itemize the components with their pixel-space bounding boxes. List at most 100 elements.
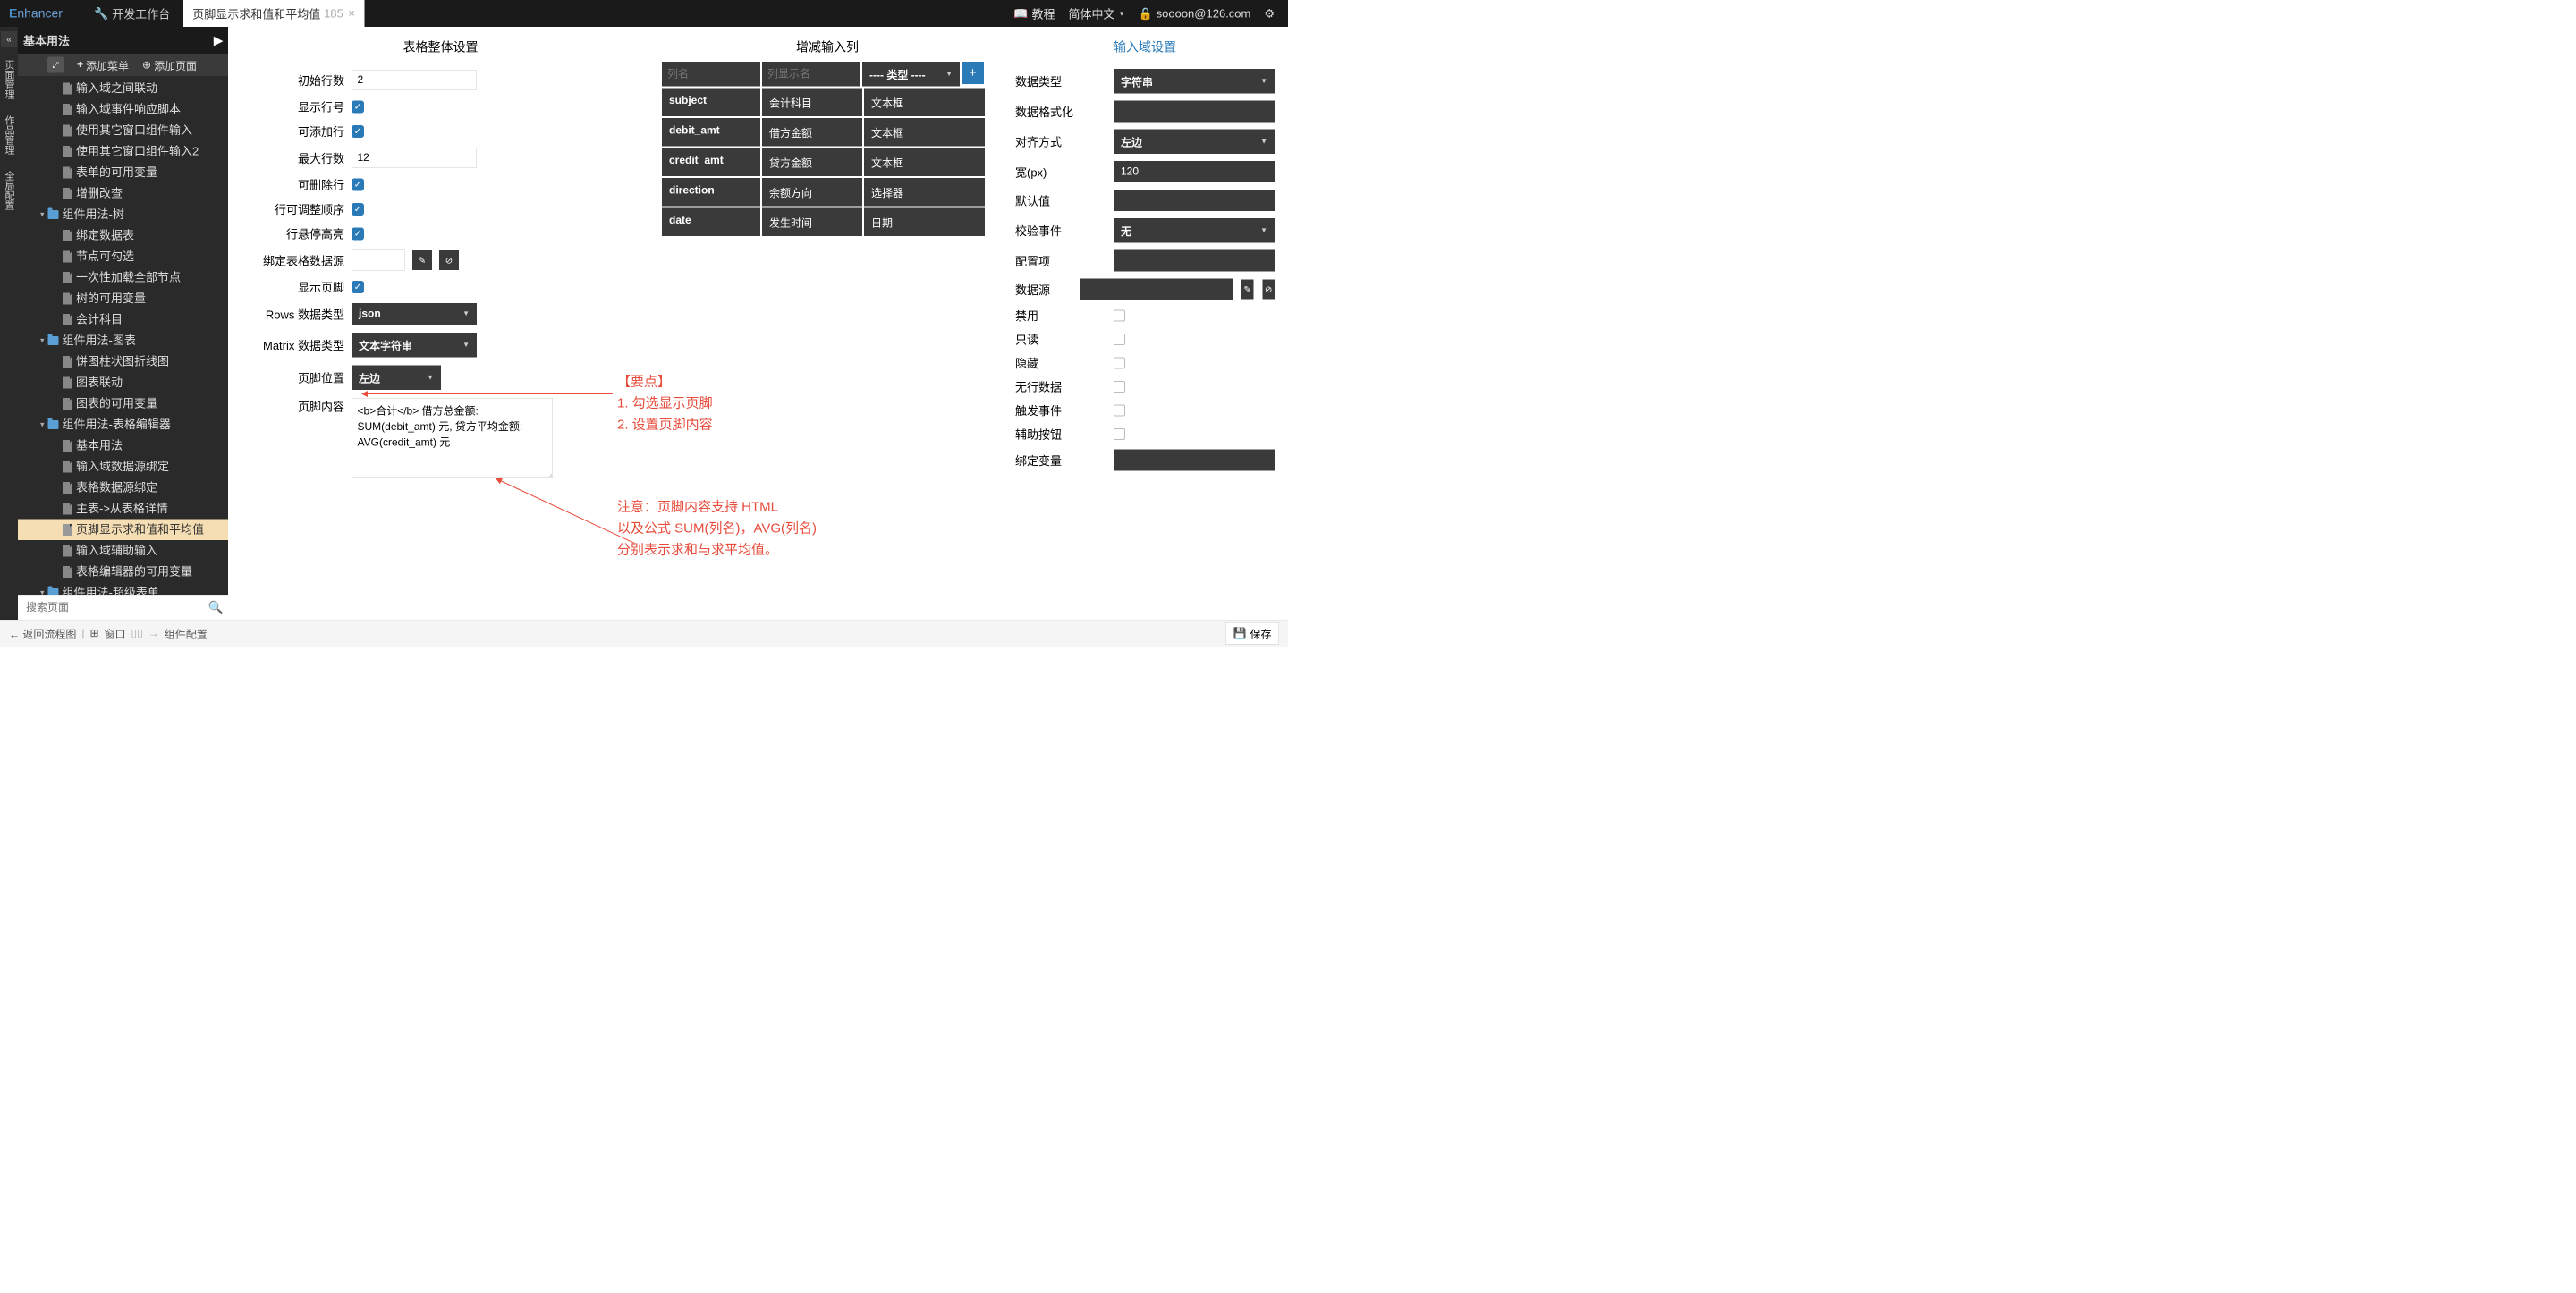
deletable-label: 可删除行 [237,176,344,193]
bc-window[interactable]: 窗口 [105,626,126,642]
tree-item[interactable]: 树的可用变量 [18,288,228,309]
settings-button[interactable]: ⚙ [1264,6,1275,21]
user-menu[interactable]: 🔒 soooon@126.com [1138,6,1250,21]
tree-label: 绑定数据表 [76,227,134,245]
format-input[interactable] [1114,101,1275,123]
tree-item[interactable]: 会计科目 [18,309,228,331]
pause-icon: ▯▯ [131,627,143,640]
tree-item[interactable]: 主表->从表格详情 [18,498,228,520]
col-type-select[interactable]: ---- 类型 ----▼ [862,62,960,87]
tree-item[interactable]: 输入域事件响应脚本 [18,99,228,121]
trigger-checkbox[interactable] [1114,404,1125,416]
show-footer-checkbox[interactable]: ✓ [352,281,364,293]
chevron-down-icon: ▾ [40,587,45,595]
validate-select[interactable]: 无▼ [1114,218,1275,243]
bind-ds-input[interactable] [352,250,405,271]
tree-item[interactable]: 节点可勾选 [18,246,228,267]
tutorial-link[interactable]: 📖 教程 [1013,5,1055,22]
config-input[interactable] [1114,250,1275,272]
column-row[interactable]: credit_amt贷方金额文本框 [662,148,993,177]
tree-item[interactable]: 使用其它窗口组件输入2 [18,141,228,163]
width-input[interactable] [1114,161,1275,182]
close-icon[interactable]: ✕ [348,8,355,20]
columns-panel: 增减输入列 ---- 类型 ----▼ + subject会计科目文本框debi… [653,27,1002,620]
aux-checkbox[interactable] [1114,428,1125,440]
bc-config[interactable]: 组件配置 [165,626,208,642]
tree-item[interactable]: 绑定数据表 [18,225,228,247]
add-page-button[interactable]: ⊕ 添加页面 [142,57,197,73]
column-row[interactable]: direction余额方向选择器 [662,178,993,207]
ds-input[interactable] [1080,279,1233,300]
default-input[interactable] [1114,190,1275,211]
search-input[interactable] [22,597,208,617]
matrix-dtype-select[interactable]: 文本字符串▼ [352,333,477,358]
hidden-checkbox[interactable] [1114,357,1125,368]
format-label: 数据格式化 [1015,103,1105,120]
rows-dtype-select[interactable]: json▼ [352,303,477,325]
col-disp-input[interactable] [762,62,860,87]
search-icon[interactable]: 🔍 [208,600,224,615]
disable-checkbox[interactable] [1114,309,1125,321]
tree-item[interactable]: 基本用法 [18,435,228,457]
back-button[interactable]: ← 返回流程图 [9,626,76,642]
tree-label: 基本用法 [76,437,123,455]
tree-folder[interactable]: ▾组件用法-超级表单 [18,582,228,595]
deletable-checkbox[interactable]: ✓ [352,178,364,190]
tab-active[interactable]: 页脚显示求和值和平均值 185 ✕ [183,0,364,27]
addable-checkbox[interactable]: ✓ [352,125,364,138]
dev-workspace-link[interactable]: 🔧 开发工作台 [80,5,183,22]
rail-item-works[interactable]: 作品管理 [0,112,18,158]
show-rownum-checkbox[interactable]: ✓ [352,100,364,113]
norow-checkbox[interactable] [1114,381,1125,393]
tree-item[interactable]: 增删改查 [18,183,228,205]
tree-folder[interactable]: ▾组件用法-图表 [18,330,228,351]
play-icon[interactable]: ▶ [214,33,223,47]
hover-checkbox[interactable]: ✓ [352,227,364,240]
tree-folder[interactable]: ▾组件用法-表格编辑器 [18,414,228,435]
tree-item[interactable]: 表格数据源绑定 [18,477,228,499]
ds-label: 数据源 [1015,281,1071,298]
tree-item[interactable]: 图表联动 [18,372,228,393]
add-menu-button[interactable]: + 添加菜单 [77,57,129,73]
tree-item[interactable]: 表格编辑器的可用变量 [18,562,228,583]
dtype-select[interactable]: 字符串▼ [1114,69,1275,94]
readonly-checkbox[interactable] [1114,334,1125,345]
column-row[interactable]: debit_amt借方金额文本框 [662,118,993,147]
col-type: 选择器 [864,178,985,207]
column-row[interactable]: subject会计科目文本框 [662,89,993,117]
footer-pos-select[interactable]: 左边▼ [352,366,441,391]
clear-ds-button[interactable]: ⊘ [439,250,459,270]
align-select[interactable]: 左边▼ [1114,130,1275,155]
tree-item[interactable]: 输入域辅助输入 [18,540,228,562]
footer-content-textarea[interactable] [352,398,553,478]
panel-title-right: 输入域设置 [1015,31,1275,62]
clear-ds2-button[interactable]: ⊘ [1262,280,1275,300]
tree-folder[interactable]: ▾组件用法-树 [18,204,228,225]
col-name-input[interactable] [662,62,760,87]
bindvar-input[interactable] [1114,450,1275,471]
save-button[interactable]: 💾 保存 [1225,622,1279,645]
chevron-down-icon: ▼ [462,341,470,349]
tree-item[interactable]: 输入域数据源绑定 [18,456,228,477]
lang-dropdown[interactable]: 简体中文 ▼ [1069,5,1125,22]
add-column-button[interactable]: + [962,62,984,84]
fullscreen-button[interactable]: ⤢ [47,57,64,73]
tree-item[interactable]: 图表的可用变量 [18,393,228,415]
tree-item[interactable]: 饼图柱状图折线图 [18,351,228,373]
edit-ds-button[interactable]: ✎ [412,250,432,270]
rail-item-global[interactable]: 全局配置 [0,167,18,214]
chevron-down-icon: ▾ [40,334,45,347]
max-rows-input[interactable] [352,148,477,168]
init-rows-input[interactable] [352,70,477,90]
tree-item[interactable]: 一次性加载全部节点 [18,267,228,289]
column-row[interactable]: date发生时间日期 [662,208,993,237]
edit-ds2-button[interactable]: ✎ [1241,280,1254,300]
tree-item[interactable]: 使用其它窗口组件输入 [18,120,228,141]
reorder-checkbox[interactable]: ✓ [352,203,364,216]
default-label: 默认值 [1015,192,1105,209]
tree-item[interactable]: 输入域之间联动 [18,78,228,99]
rail-item-pages[interactable]: 页面管理 [0,56,18,103]
rail-expand-button[interactable]: « [1,31,17,47]
tree-item[interactable]: 表单的可用变量 [18,162,228,183]
tree-item[interactable]: 页脚显示求和值和平均值 [18,520,228,541]
